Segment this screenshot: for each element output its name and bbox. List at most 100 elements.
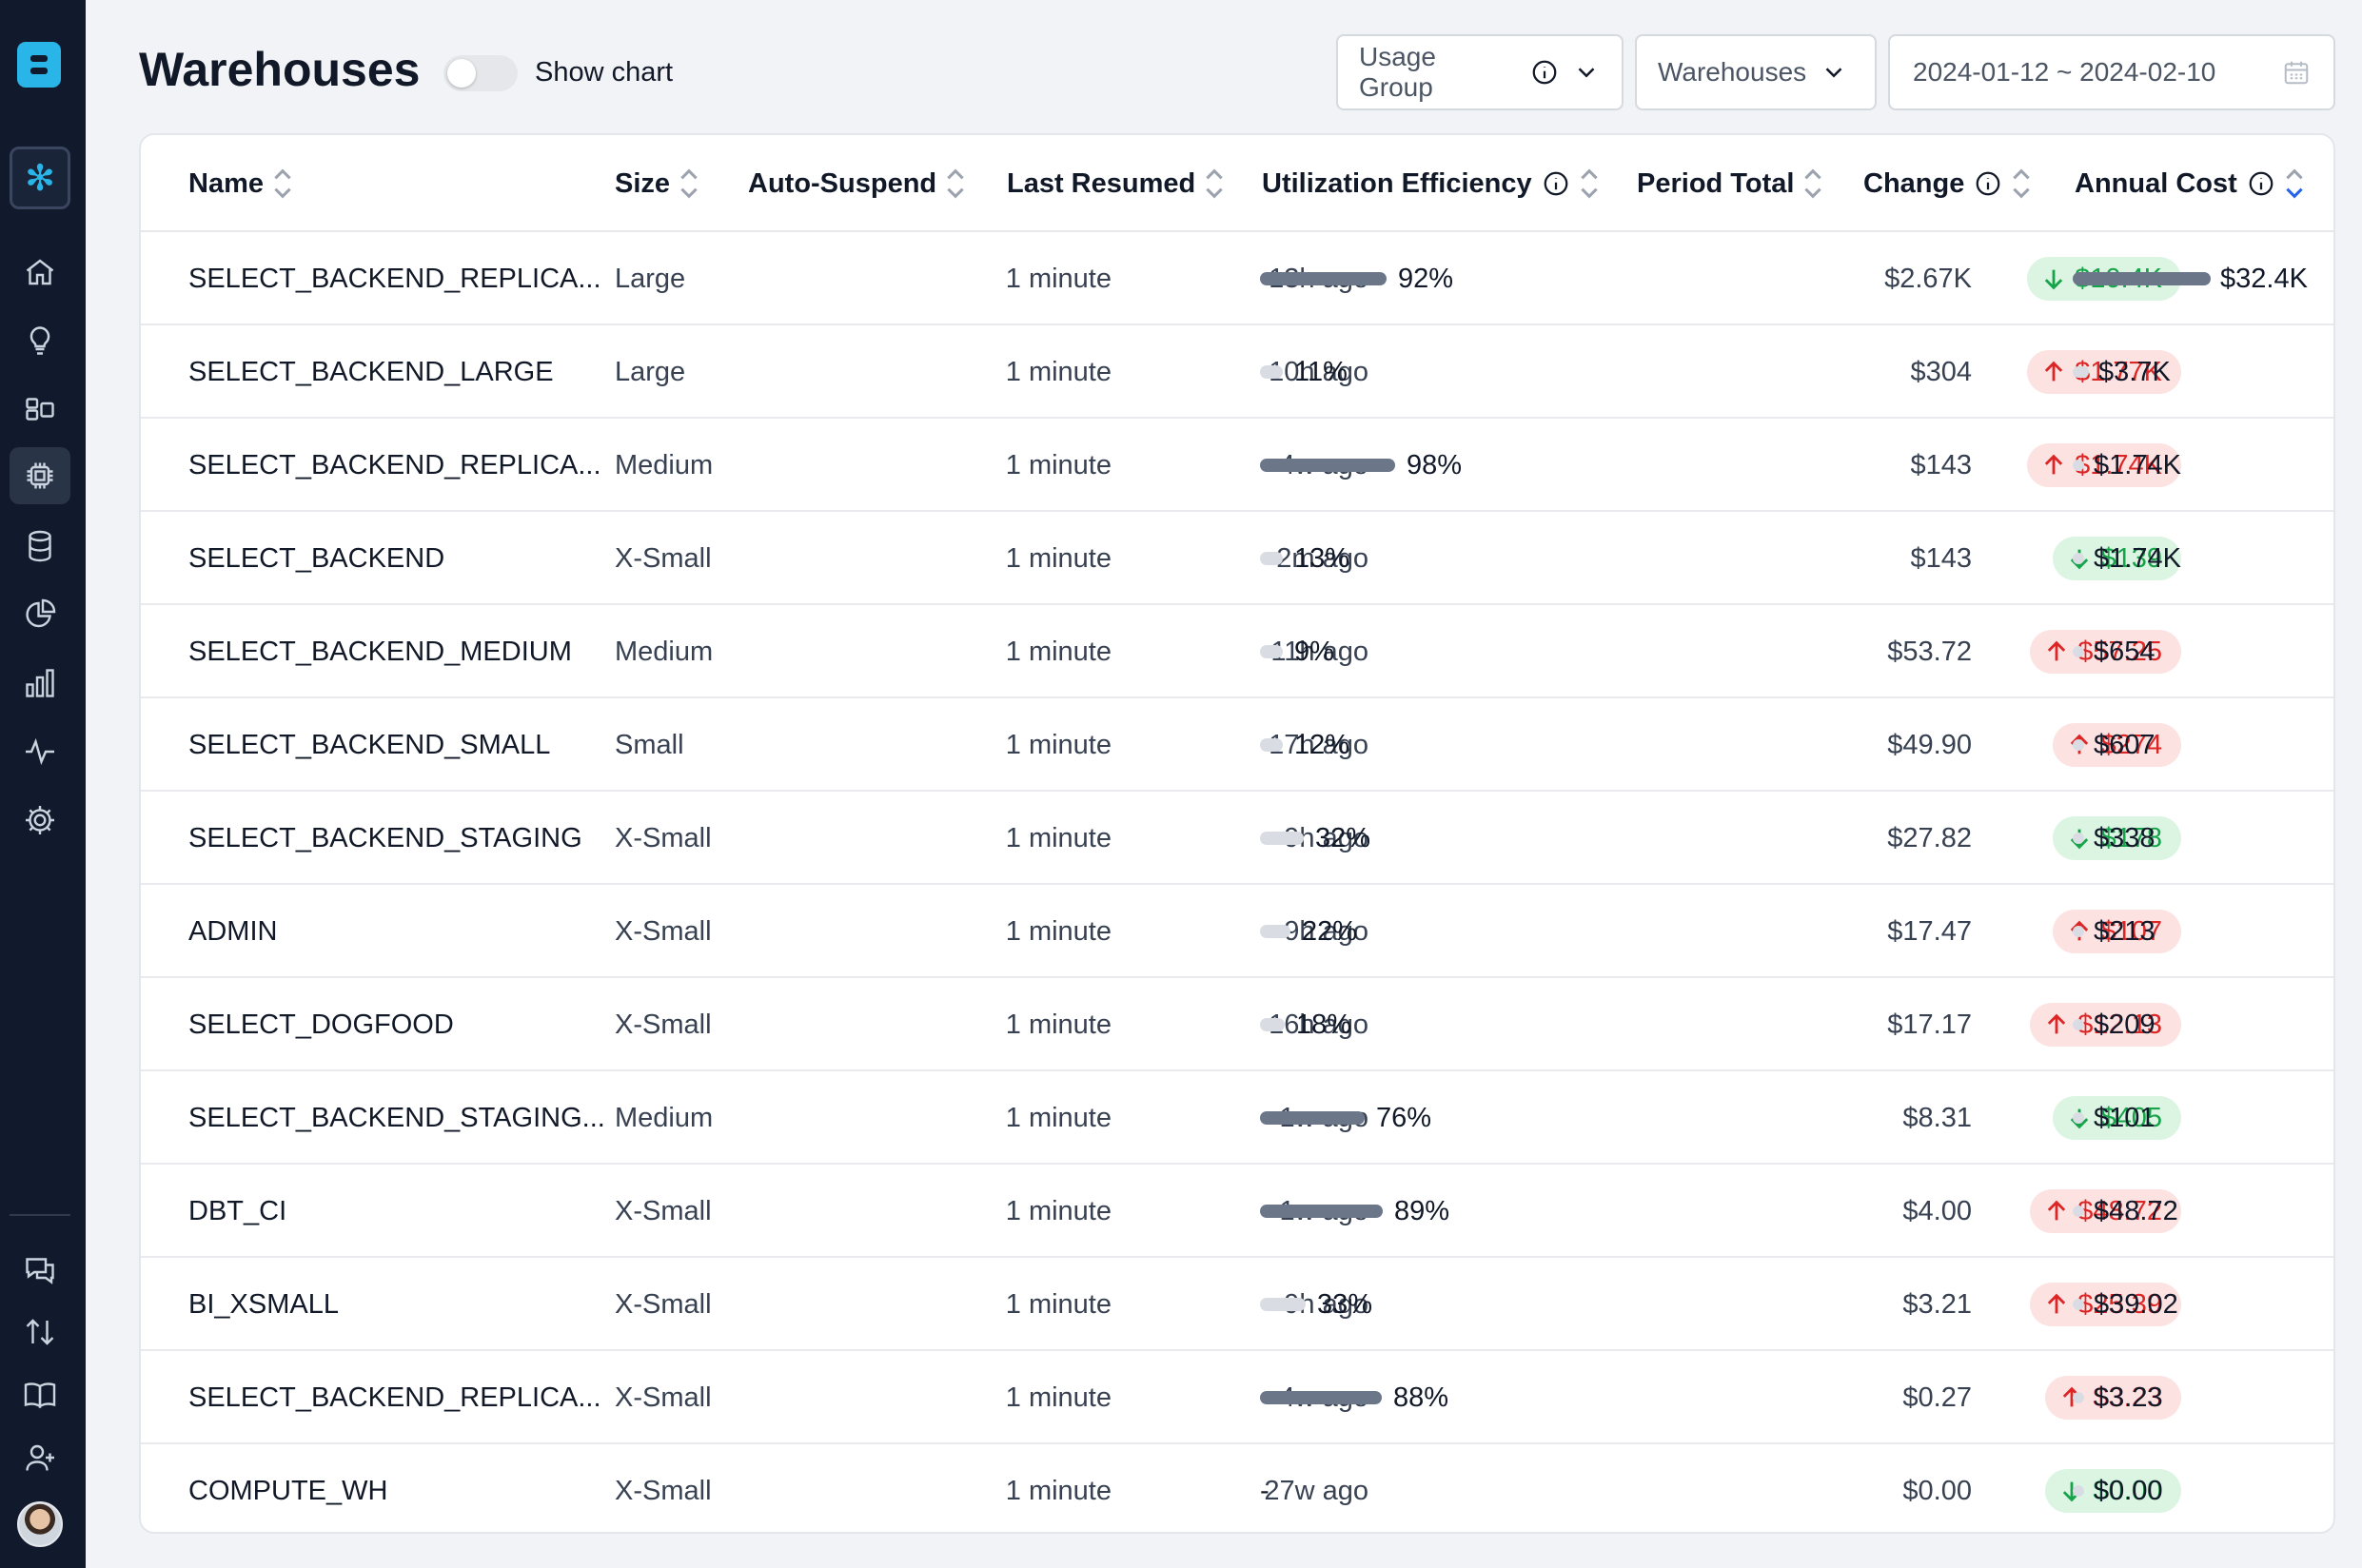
annual-cost-value: $39.02 (2094, 1288, 2178, 1320)
table-row[interactable]: SELECT_BACKEND_SMALL Small 1 minute 17h … (141, 698, 2333, 792)
warehouse-name[interactable]: SELECT_DOGFOOD (188, 1009, 454, 1040)
arrow-up-icon (2040, 452, 2067, 479)
col-change-header[interactable]: Change (1863, 135, 2031, 232)
period-total-value: $49.90 (1887, 729, 1972, 760)
lightbulb-icon[interactable] (19, 320, 61, 362)
annual-cost-value: $654 (2094, 636, 2155, 667)
sort-icon[interactable] (2012, 166, 2031, 202)
utilization-bar (1260, 1205, 1383, 1218)
date-range-picker[interactable]: 2024-01-12 ~ 2024-02-10 (1888, 34, 2335, 110)
last-resumed-value: 17h ago (1269, 729, 1368, 760)
table-row[interactable]: ADMIN X-Small 1 minute 9h ago 22% $17.47… (141, 885, 2333, 978)
annual-cost-cell: $607 (2073, 698, 2155, 792)
show-chart-toggle[interactable] (443, 55, 518, 91)
warehouse-name[interactable]: SELECT_BACKEND_LARGE (188, 356, 554, 387)
info-icon[interactable] (1542, 169, 1570, 198)
sort-icon[interactable] (273, 166, 292, 202)
utilization-value: 12% (1294, 729, 1350, 760)
annual-cost-cell: $3.23 (2073, 1351, 2163, 1444)
warehouse-name[interactable]: SELECT_BACKEND_STAGING... (188, 1102, 605, 1133)
add-user-icon[interactable] (19, 1437, 61, 1479)
table-row[interactable]: DBT_CI X-Small 1 minute 1w ago 89% $4.00… (141, 1165, 2333, 1258)
app-logo-icon[interactable] (17, 42, 61, 88)
auto-suspend-value: 1 minute (1005, 1009, 1112, 1040)
book-icon[interactable] (19, 1374, 61, 1416)
sort-icon[interactable] (1803, 166, 1822, 202)
col-utilization-header[interactable]: Utilization Efficiency (1262, 135, 1599, 232)
table-row[interactable]: BI_XSMALL X-Small 1 minute 9h ago 33% $3… (141, 1258, 2333, 1351)
database-icon[interactable] (19, 525, 61, 567)
table-row[interactable]: SELECT_BACKEND_MEDIUM Medium 1 minute 11… (141, 605, 2333, 698)
dashboard-icon[interactable] (19, 388, 61, 430)
annual-cost-bar (2073, 1392, 2084, 1403)
table-row[interactable]: SELECT_DOGFOOD X-Small 1 minute 16h ago … (141, 978, 2333, 1071)
activity-icon[interactable] (19, 731, 61, 773)
warehouse-name[interactable]: BI_XSMALL (188, 1288, 339, 1320)
home-icon[interactable] (19, 251, 61, 293)
col-auto-suspend-header[interactable]: Auto-Suspend (748, 135, 965, 232)
warehouse-name[interactable]: SELECT_BACKEND_SMALL (188, 729, 551, 760)
warehouse-name[interactable]: SELECT_BACKEND (188, 542, 445, 574)
warehouse-name[interactable]: ADMIN (188, 915, 278, 947)
info-icon[interactable] (1974, 169, 2002, 198)
utilization-cell: 88% (1260, 1351, 1448, 1444)
utilization-cell: 33% (1260, 1258, 1372, 1351)
col-name-header[interactable]: Name (188, 135, 292, 232)
snowflake-icon[interactable]: ✻ (10, 147, 70, 209)
utilization-bar (1260, 1298, 1306, 1311)
annual-cost-cell: $1.74K (2073, 419, 2181, 512)
sort-icon[interactable] (1580, 166, 1599, 202)
warehouse-name[interactable]: DBT_CI (188, 1195, 287, 1226)
table-row[interactable]: SELECT_BACKEND_STAGING... Medium 1 minut… (141, 1071, 2333, 1165)
utilization-cell: 22% (1260, 885, 1357, 978)
col-size-header[interactable]: Size (615, 135, 699, 232)
period-total-value: $17.47 (1887, 915, 1972, 947)
warehouse-size: X-Small (615, 1475, 712, 1506)
auto-suspend-value: 1 minute (1005, 915, 1112, 947)
sort-icon[interactable] (946, 166, 965, 202)
user-avatar[interactable] (17, 1501, 63, 1547)
last-resumed-value: 16h ago (1269, 1009, 1368, 1040)
info-icon[interactable] (2247, 169, 2275, 198)
annual-cost-bar (2073, 460, 2084, 471)
warehouse-name[interactable]: SELECT_BACKEND_MEDIUM (188, 636, 572, 667)
transfer-arrows-icon[interactable] (19, 1311, 61, 1353)
col-last-resumed-header[interactable]: Last Resumed (1007, 135, 1224, 232)
annual-cost-value: $1.74K (2094, 449, 2181, 480)
annual-cost-value: $0.00 (2094, 1475, 2163, 1506)
table-row[interactable]: SELECT_BACKEND_STAGING X-Small 1 minute … (141, 792, 2333, 885)
table-row[interactable]: SELECT_BACKEND X-Small 1 minute 2m ago 1… (141, 512, 2333, 605)
chat-icon[interactable] (19, 1248, 61, 1290)
table-row[interactable]: SELECT_BACKEND_LARGE Large 1 minute 10h … (141, 325, 2333, 419)
warehouse-chip-icon[interactable] (10, 447, 70, 504)
settings-gear-icon[interactable] (19, 799, 61, 841)
bar-chart-icon[interactable] (19, 662, 61, 704)
table-row[interactable]: SELECT_BACKEND_REPLICA... X-Small 1 minu… (141, 1351, 2333, 1444)
pie-chart-icon[interactable] (19, 594, 61, 636)
utilization-value: 32% (1315, 822, 1371, 853)
annual-cost-cell: $338 (2073, 792, 2155, 885)
col-annual-cost-header[interactable]: Annual Cost (2075, 135, 2304, 232)
warehouse-name[interactable]: SELECT_BACKEND_REPLICA... (188, 449, 601, 480)
table-row[interactable]: COMPUTE_WH X-Small 1 minute 27w ago - $0… (141, 1444, 2333, 1532)
warehouse-size: X-Small (615, 1382, 712, 1413)
warehouses-dropdown[interactable]: Warehouses (1635, 34, 1877, 110)
sort-icon[interactable] (679, 166, 699, 202)
col-change-label: Change (1863, 167, 1965, 199)
warehouse-name[interactable]: COMPUTE_WH (188, 1475, 388, 1506)
warehouse-name[interactable]: SELECT_BACKEND_REPLICA... (188, 263, 601, 294)
usage-group-dropdown[interactable]: Usage Group (1336, 34, 1624, 110)
col-period-total-header[interactable]: Period Total (1637, 135, 1822, 232)
sort-desc-icon[interactable] (2285, 166, 2304, 202)
table-row[interactable]: SELECT_BACKEND_REPLICA... Large 1 minute… (141, 232, 2333, 325)
warehouse-name[interactable]: SELECT_BACKEND_STAGING (188, 822, 582, 853)
sort-icon[interactable] (1205, 166, 1224, 202)
change-cell: $3.23 (1854, 1351, 2181, 1444)
warehouse-name[interactable]: SELECT_BACKEND_REPLICA... (188, 1382, 601, 1413)
table-row[interactable]: SELECT_BACKEND_REPLICA... Medium 1 minut… (141, 419, 2333, 512)
utilization-cell: 32% (1260, 792, 1370, 885)
utilization-value: 11% (1294, 356, 1348, 387)
utilization-bar (1260, 925, 1290, 938)
annual-cost-bar (2073, 366, 2089, 378)
change-value: $48.72 (2077, 1195, 2162, 1226)
